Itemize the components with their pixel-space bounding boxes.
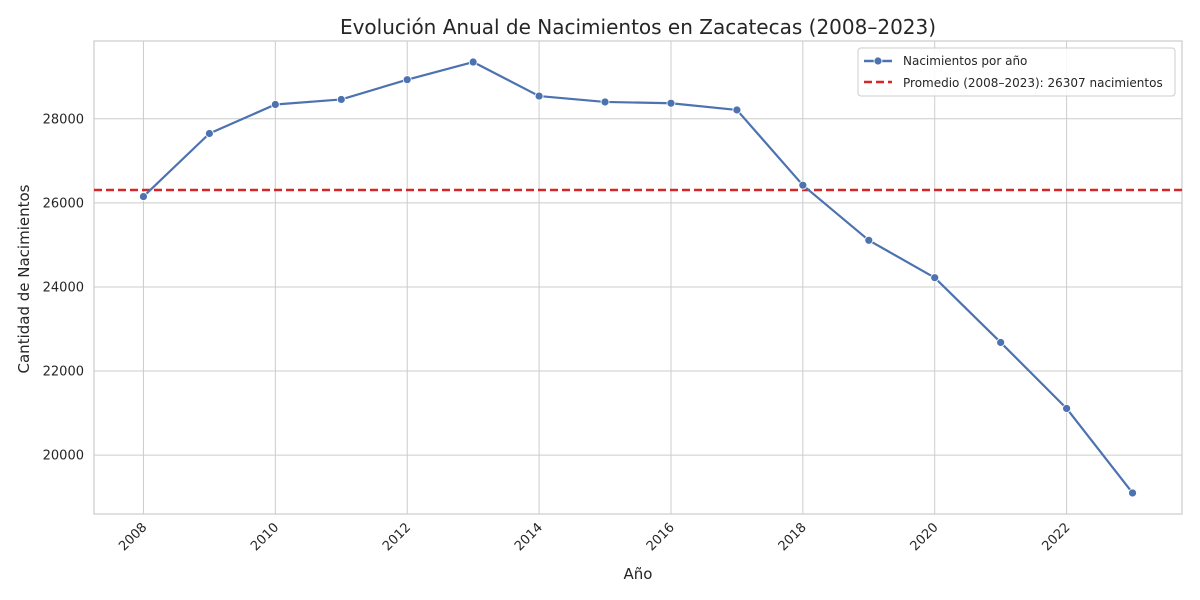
y-tick-label: 22000 [43,365,84,380]
data-point [666,98,676,108]
legend-series-label: Nacimientos por año [903,54,1027,68]
data-point [534,91,544,101]
y-tick-label: 26000 [43,196,84,211]
legend: Nacimientos por año Promedio (2008–2023)… [857,47,1176,97]
data-point [600,97,610,107]
data-point [402,75,412,85]
y-tick-label: 24000 [43,280,84,295]
y-axis-title: Cantidad de Nacimientos [15,184,33,373]
data-point [204,129,214,138]
legend-average-label: Promedio (2008–2023): 26307 nacimientos [903,76,1163,90]
data-point [1128,488,1137,498]
series-group [94,57,1182,498]
data-point [336,95,346,104]
legend-series-marker [873,56,883,66]
chart-title: Evolución Anual de Nacimientos en Zacate… [340,15,936,39]
series-line [142,60,1134,494]
legend-box [857,47,1176,97]
data-point [732,105,742,115]
data-point [864,235,874,245]
data-point [996,338,1006,347]
plot-frame [93,40,1183,515]
data-point [798,180,808,190]
grid [94,41,1182,514]
data-point [270,100,280,109]
data-point [1062,404,1072,413]
y-tick-label: 28000 [43,112,84,127]
data-point [930,273,940,283]
data-point [468,57,478,67]
x-axis-title: Año [624,565,653,583]
data-point [139,192,148,201]
y-tick-label: 20000 [43,449,84,464]
